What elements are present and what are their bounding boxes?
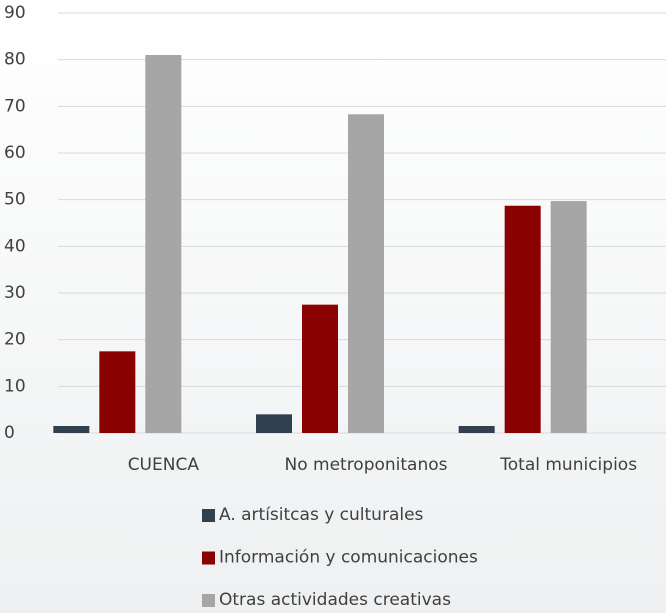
- y-tick-label: 10: [4, 376, 26, 396]
- y-tick-label: 80: [4, 50, 26, 70]
- y-tick-label: 90: [4, 3, 26, 23]
- y-tick-label: 20: [4, 330, 26, 350]
- legend-swatch: [202, 594, 215, 607]
- legend-swatch: [202, 509, 215, 522]
- y-tick-label: 0: [4, 423, 15, 443]
- y-tick-label: 60: [4, 143, 26, 163]
- bar: [302, 304, 338, 433]
- bar: [256, 414, 292, 433]
- y-tick-label: 70: [4, 96, 26, 116]
- legend-swatch: [202, 551, 215, 565]
- y-tick-label: 30: [4, 283, 26, 303]
- bar: [550, 201, 587, 433]
- bar: [53, 426, 90, 433]
- legend-label: A. artísitcas y culturales: [219, 505, 424, 525]
- bar: [145, 55, 182, 433]
- bar: [504, 205, 541, 433]
- x-tick-label: CUENCA: [128, 455, 200, 475]
- legend-label: Información y comunicaciones: [219, 548, 478, 568]
- x-tick-label: Total municipios: [499, 455, 637, 475]
- bar: [99, 351, 136, 433]
- bar: [348, 114, 384, 434]
- bar: [458, 426, 495, 433]
- y-tick-label: 50: [4, 190, 26, 210]
- x-tick-label: No metroponitanos: [284, 455, 447, 475]
- y-tick-label: 40: [4, 236, 26, 256]
- legend-label: Otras actividades creativas: [219, 590, 451, 610]
